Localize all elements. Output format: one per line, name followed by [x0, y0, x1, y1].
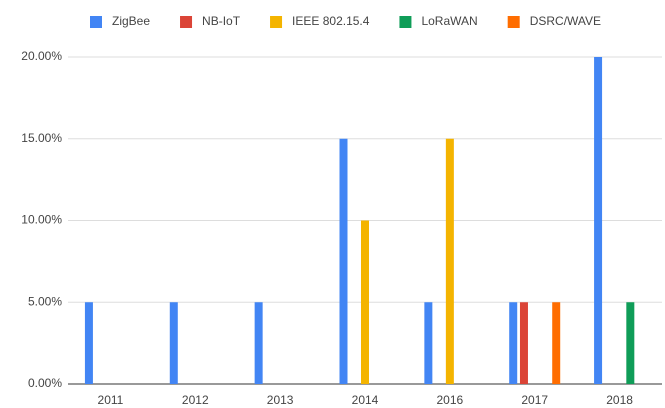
bar	[169, 302, 178, 384]
y-tick-label: 10.00%	[21, 213, 62, 227]
bar	[509, 302, 518, 384]
bar	[594, 57, 603, 384]
legend-label: ZigBee	[112, 14, 150, 28]
bar	[424, 302, 433, 384]
legend-label: LoRaWAN	[421, 14, 477, 28]
y-tick-label: 5.00%	[28, 294, 62, 308]
legend-swatch	[399, 16, 412, 28]
legend-swatch	[180, 16, 193, 28]
y-tick-label: 0.00%	[28, 376, 62, 390]
x-tick-label: 2014	[352, 393, 379, 407]
bar	[445, 138, 454, 384]
x-tick-label: 2013	[267, 393, 294, 407]
x-tick-label: 2012	[182, 393, 209, 407]
legend-swatch	[507, 16, 520, 28]
x-tick-label: 2018	[606, 393, 633, 407]
legend-swatch	[270, 16, 283, 28]
bar	[552, 302, 561, 384]
y-tick-label: 15.00%	[21, 131, 62, 145]
legend-label: IEEE 802.15.4	[292, 14, 370, 28]
x-tick-label: 2017	[521, 393, 548, 407]
bar	[254, 302, 263, 384]
y-tick-label: 20.00%	[21, 49, 62, 63]
legend-label: NB-IoT	[202, 14, 241, 28]
bar	[339, 138, 348, 384]
x-tick-label: 2011	[98, 393, 124, 407]
bar	[361, 220, 369, 384]
bar	[519, 302, 528, 384]
x-tick-label: 2016	[437, 393, 464, 407]
bar	[84, 302, 93, 384]
legend-swatch	[90, 16, 102, 28]
legend-label: DSRC/WAVE	[530, 14, 601, 28]
bar	[626, 302, 635, 384]
